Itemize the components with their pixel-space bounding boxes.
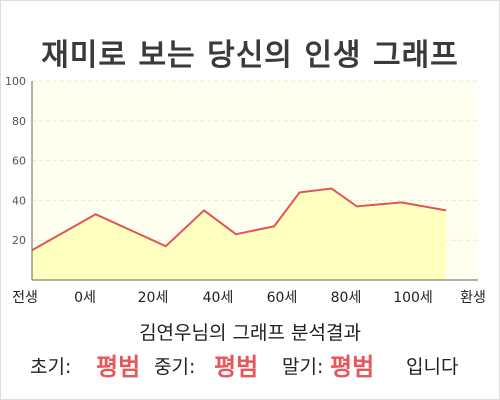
- x-tick-labels: 전생 0세 20세 40세 60세 80세 100세 환생: [12, 290, 486, 306]
- late-value: 평범: [330, 353, 375, 381]
- x-tick-label: 100세: [393, 290, 433, 306]
- x-tick-label: 환생: [460, 290, 486, 306]
- mid-label: 중기:: [154, 356, 196, 378]
- x-tick-label: 80세: [331, 290, 362, 306]
- early-value: 평범: [96, 353, 141, 381]
- analysis-results: 초기: 평범 중기: 평범 말기: 평범 입니다: [0, 346, 500, 382]
- x-tick-label: 20세: [138, 290, 169, 306]
- life-line: [31, 187, 447, 252]
- x-tick-label: 60세: [267, 290, 298, 306]
- x-tick-label: 0세: [74, 290, 96, 306]
- x-tick-label: 40세: [203, 290, 234, 306]
- chart-title: 재미로 보는 당신의 인생 그래프: [41, 38, 459, 73]
- early-label: 초기:: [30, 356, 72, 378]
- analysis-title: 김연우님의 그래프 분석결과: [139, 322, 361, 344]
- y-tick-label: 100: [5, 75, 26, 88]
- y-tick-label: 20: [12, 234, 26, 247]
- y-tick-labels: 20 40 60 80 100: [5, 75, 26, 247]
- result-suffix: 입니다: [406, 356, 459, 378]
- y-tick-label: 60: [12, 155, 26, 168]
- y-tick-label: 80: [12, 115, 26, 128]
- mid-value: 평범: [214, 353, 259, 381]
- y-tick-label: 40: [12, 194, 26, 207]
- late-label: 말기:: [282, 356, 324, 378]
- x-tick-label: 전생: [12, 290, 38, 306]
